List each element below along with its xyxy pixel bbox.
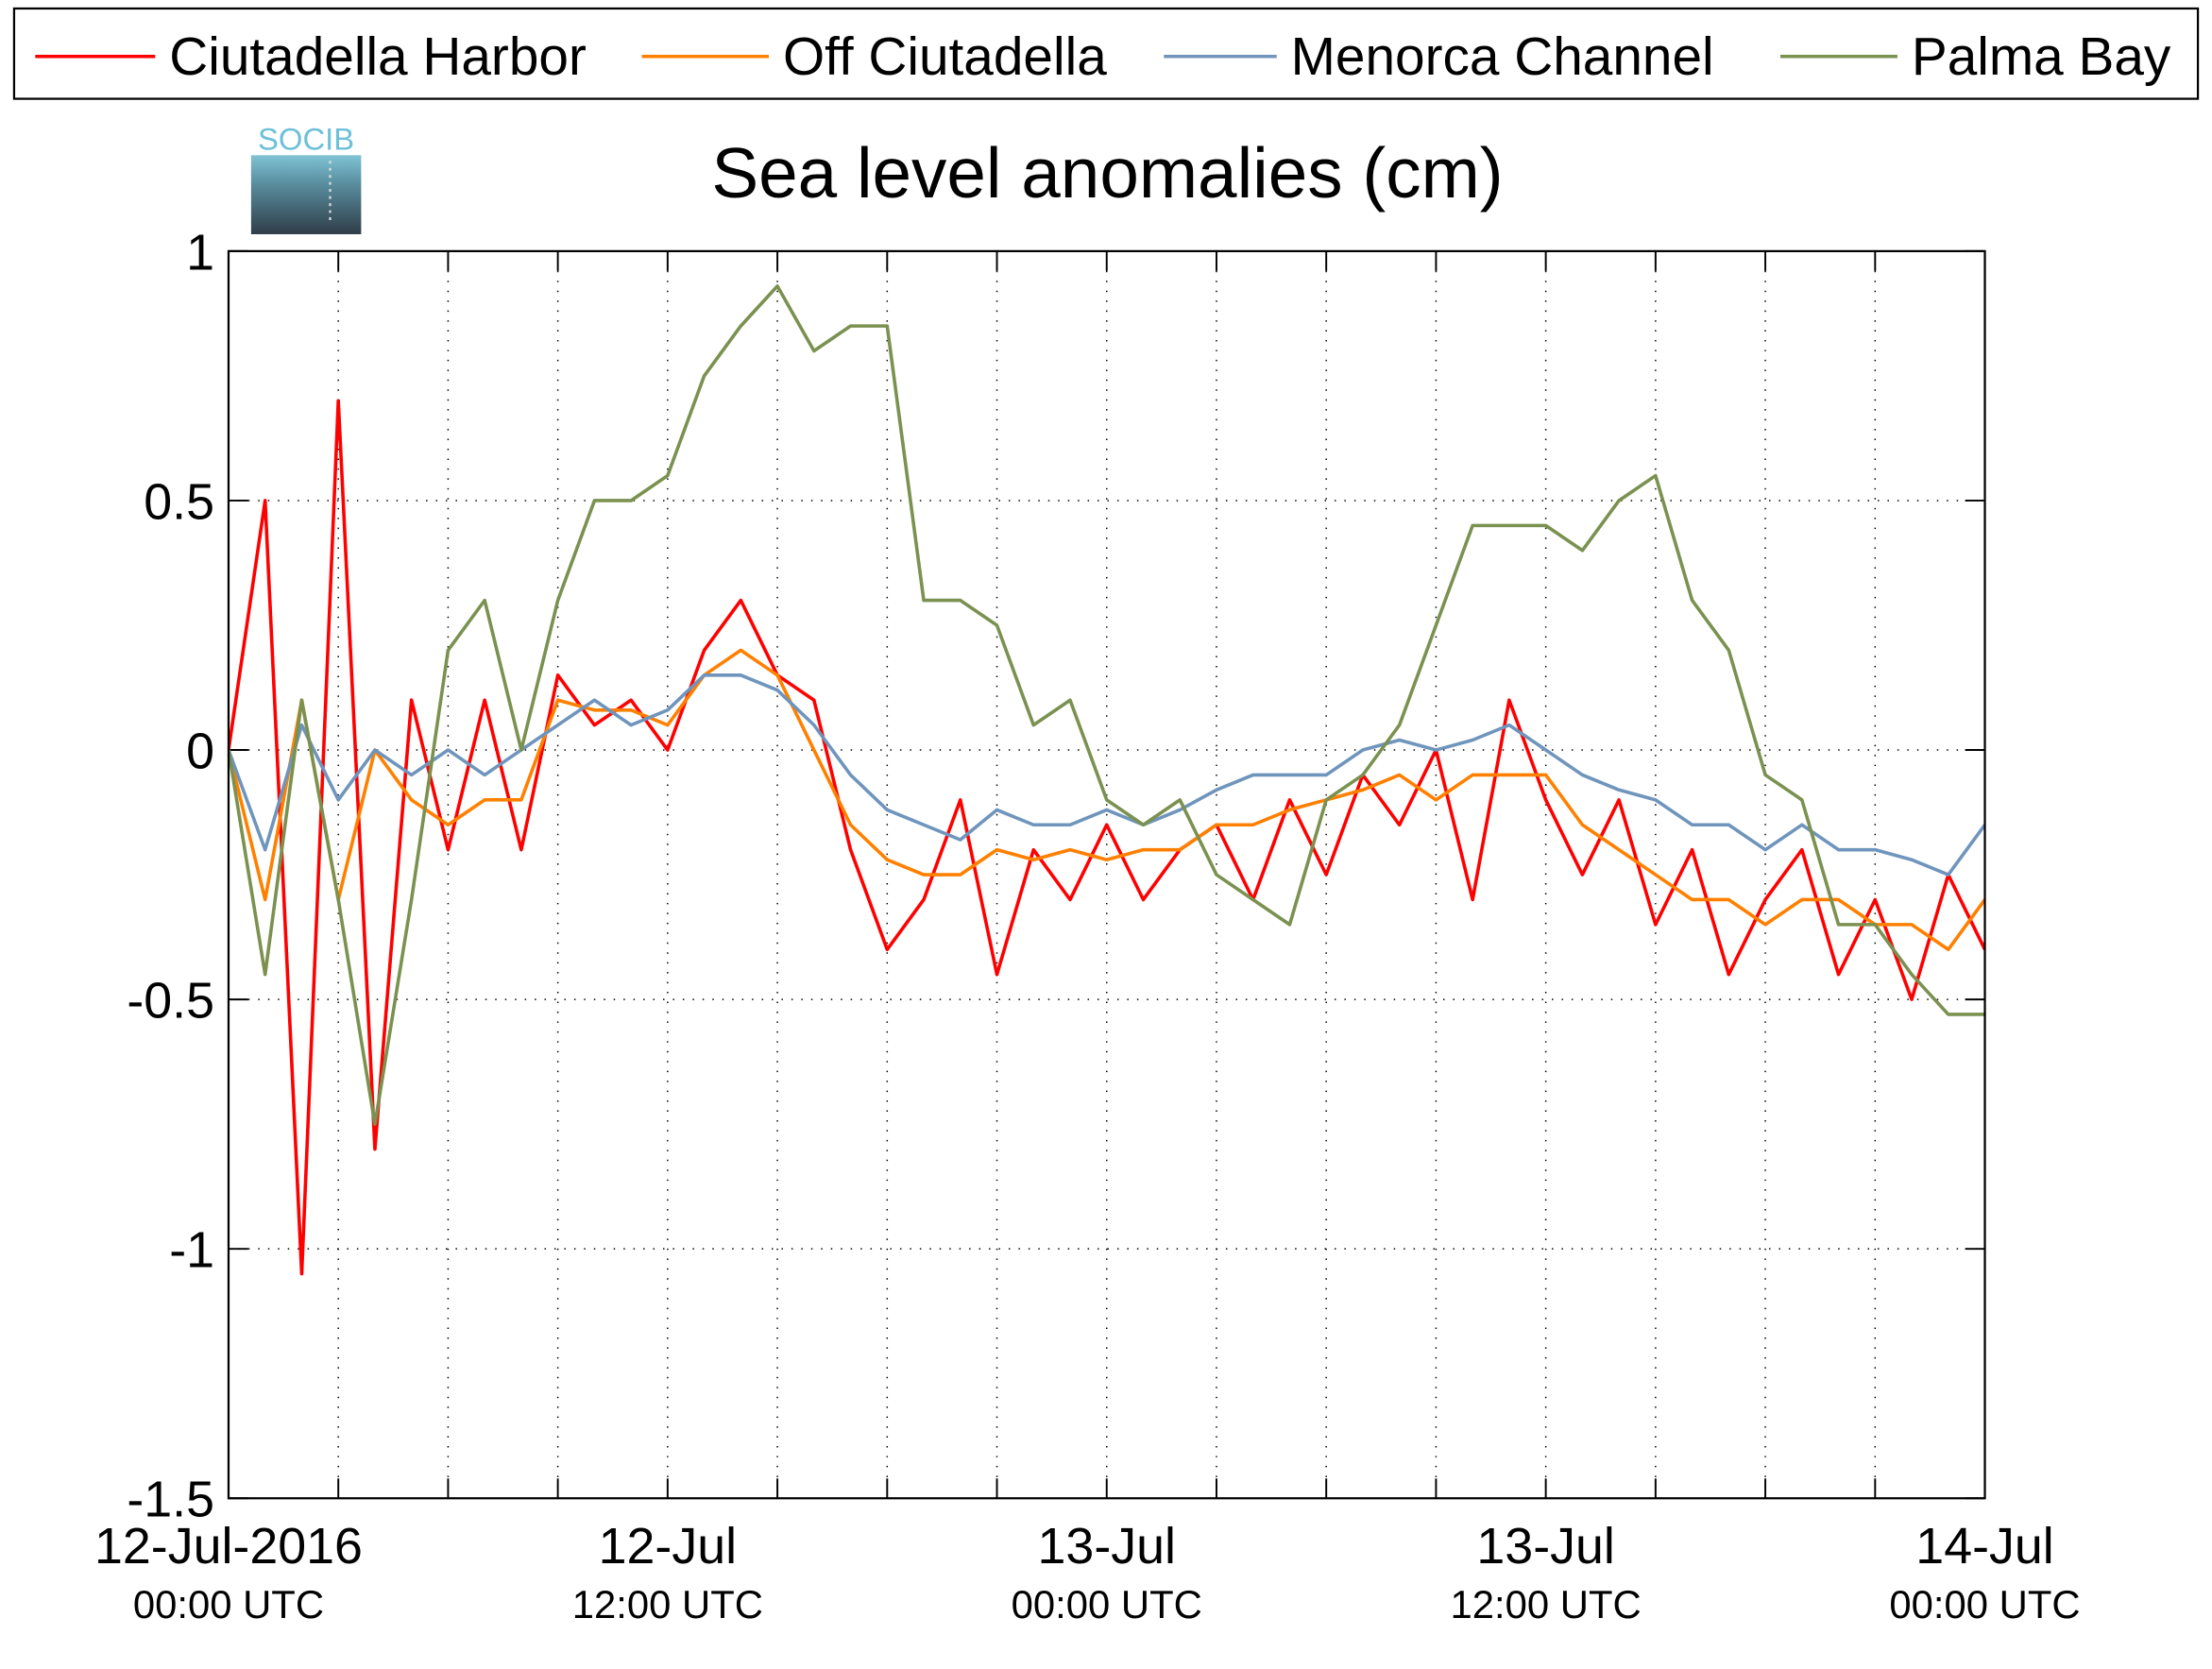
y-tick-label: -1.5 bbox=[127, 1472, 214, 1528]
series-line bbox=[228, 399, 1985, 1276]
logo-image bbox=[250, 155, 362, 234]
logo-text: SOCIB bbox=[258, 121, 354, 156]
x-tick-label: 00:00 UTC bbox=[133, 1582, 324, 1626]
x-tick-label: 12-Jul bbox=[599, 1518, 737, 1575]
legend-label: Off Ciutadella bbox=[783, 27, 1107, 87]
x-tick-label: 13-Jul bbox=[1038, 1518, 1176, 1575]
x-tick-label: 00:00 UTC bbox=[1889, 1582, 2080, 1626]
legend-box bbox=[12, 7, 2200, 100]
legend-label: Ciutadella Harbor bbox=[169, 27, 587, 87]
legend-label: Menorca Channel bbox=[1291, 27, 1714, 87]
y-tick-label: -1 bbox=[169, 1222, 214, 1279]
x-tick-label: 12:00 UTC bbox=[572, 1582, 763, 1626]
x-tick-label: 14-Jul bbox=[1915, 1518, 2053, 1575]
series-line bbox=[228, 284, 1985, 1126]
x-tick-label: 00:00 UTC bbox=[1012, 1582, 1202, 1626]
x-tick-label: 12-Jul-2016 bbox=[94, 1518, 363, 1575]
chart-title: Sea level anomalies (cm) bbox=[711, 133, 1503, 213]
x-tick-label: 12:00 UTC bbox=[1451, 1582, 1642, 1626]
logo: SOCIB bbox=[250, 121, 362, 234]
y-tick-label: 0 bbox=[186, 723, 214, 779]
y-tick-label: 0.5 bbox=[144, 473, 214, 530]
x-tick-label: 13-Jul bbox=[1476, 1518, 1614, 1575]
y-tick-label: 1 bbox=[186, 224, 214, 281]
legend-label: Palma Bay bbox=[1912, 27, 2171, 87]
y-tick-label: -0.5 bbox=[127, 973, 214, 1030]
series-line bbox=[228, 648, 1985, 952]
plot-frame bbox=[227, 249, 1986, 1500]
